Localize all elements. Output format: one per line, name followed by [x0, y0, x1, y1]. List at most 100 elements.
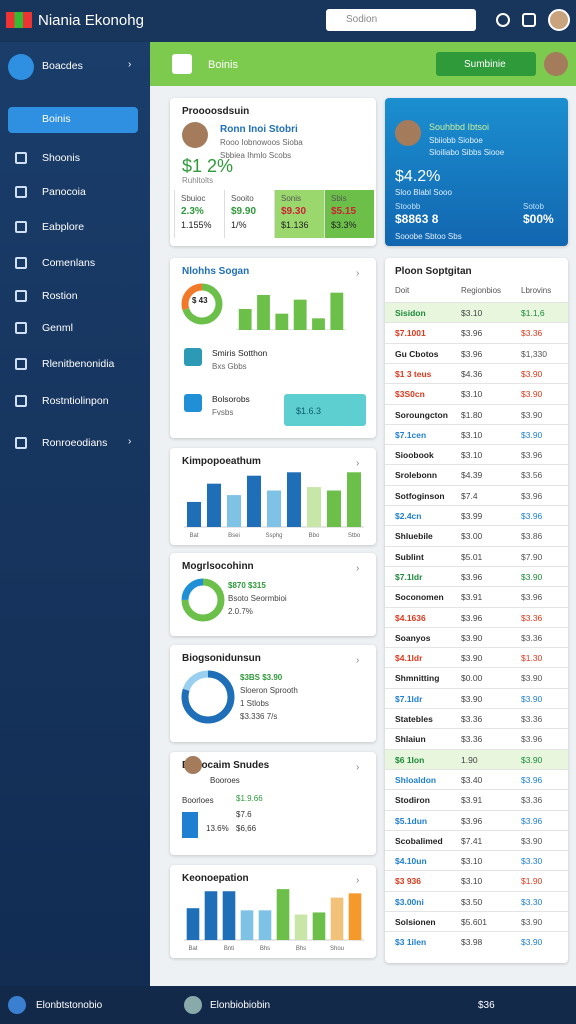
cell-value: $3.36 [521, 612, 543, 623]
cell-value: $3.96 [461, 348, 483, 359]
menu-icon[interactable]: › [356, 875, 360, 886]
table-row[interactable]: $2.4cn $3.99 $3.96 [385, 505, 568, 525]
avatar[interactable] [548, 9, 570, 31]
bar-chart [236, 292, 346, 330]
item-sub: Bxs Gbbs [212, 362, 247, 371]
cell-value: $3.90 [521, 917, 543, 927]
cell-value: $3.36 [461, 714, 483, 724]
notification-icon[interactable] [522, 13, 536, 27]
cell-value: $3.90 [521, 754, 543, 765]
nav-item: Boacdes [42, 60, 83, 72]
bar [312, 912, 326, 940]
table-row[interactable]: $4.1636 $3.96 $3.36 [385, 606, 568, 627]
icon [184, 996, 202, 1014]
footer-left: Elonbtstonobio [36, 1000, 103, 1011]
table-row[interactable]: Sublint $5.01 $7.90 [385, 545, 568, 566]
card-title: Proooosdsuin [182, 106, 250, 117]
donut-segment [181, 283, 223, 325]
table-row[interactable]: Stodiron $3.91 $3.36 [385, 789, 568, 809]
table-row[interactable]: Soconomen $3.91 $3.96 [385, 586, 568, 606]
table-row[interactable]: Srolebonn $4.39 $3.56 [385, 464, 568, 484]
info-card: Biogsonidunsun › $3BS $3.90 Sloeron Sprooth… [170, 645, 376, 742]
table-row[interactable]: $5.1dun $3.96 $3.96 [385, 809, 568, 830]
table-row[interactable]: $4.1ldr $3.90 $1.30 [385, 647, 568, 667]
featured-card: Souhbbd Ibtsoi Sbiiobb Sioboe Sloiliabo Si… [385, 98, 568, 246]
search-box[interactable]: Sodion [326, 9, 476, 31]
row-name: Soanyos [395, 632, 431, 643]
donut-segment [181, 578, 225, 622]
table-row[interactable]: Shluebile $3.00 $3.86 [385, 525, 568, 545]
table-row[interactable]: $4.10un $3.10 $3.30 [385, 850, 568, 870]
cell-value: $1.80 [461, 409, 483, 420]
cell-value: $7.4 [461, 490, 478, 501]
table-row[interactable]: $7.1001 $3.96 $3.36 [385, 322, 568, 342]
row-name: Statebles [395, 714, 433, 724]
card-title: Biogsonidunsun [182, 653, 261, 664]
row-name: Srolebonn [395, 470, 438, 481]
table-row[interactable]: Soroungcton $1.80 $3.90 [385, 403, 568, 424]
settings-icon[interactable] [496, 13, 510, 27]
submit-button[interactable]: Sumbinie [436, 52, 536, 76]
menu-icon[interactable]: › [356, 268, 360, 279]
page-icon [172, 54, 192, 74]
page-title: Boinis [208, 59, 238, 71]
table-row[interactable]: Shlaiun $3.36 $3.96 [385, 728, 568, 748]
row-name: $7.1cen [395, 429, 427, 440]
active-item [8, 107, 138, 133]
top-bar: Niania Ekonohg Sodion [0, 0, 576, 42]
bar [294, 914, 308, 940]
foot: Sooobe Sbtoo Sbs [395, 232, 462, 241]
detail: Bsoto Seormbioi [228, 594, 287, 603]
cell-sub: 1.155% [181, 220, 212, 230]
row-name: $7.1ldr [395, 693, 423, 704]
menu-icon[interactable]: › [356, 655, 360, 666]
table-row[interactable]: $3.00ni $3.50 $3.30 [385, 890, 568, 911]
table-row[interactable]: $3 936 $3.10 $1.90 [385, 870, 568, 890]
table-row[interactable]: Shmnitting $0.00 $3.90 [385, 667, 568, 687]
table-row[interactable]: Shloaldon $3.40 $3.96 [385, 768, 568, 789]
table-row[interactable]: $7.1ldr $3.96 $3.90 [385, 565, 568, 586]
bottom-bar: Elonbtstonobio Elonbiobiobin $36 [0, 986, 576, 1024]
info-card: Kimpopoeathum › Bat Bsei Ssphg Bbo Stbo [170, 448, 376, 545]
table-row[interactable]: Soanyos $3.90 $3.36 [385, 626, 568, 647]
cell-value: $3.96 [521, 490, 543, 501]
table-row[interactable]: $3S0cn $3.10 $3.90 [385, 383, 568, 403]
table-row[interactable]: $3 1ilen $3.98 $3.90 [385, 931, 568, 951]
card-title: Mogrlsocohinn [182, 561, 254, 572]
menu-icon[interactable]: › [356, 762, 360, 773]
bar [307, 487, 321, 527]
icon [184, 756, 202, 774]
cell-value: $3.36 [521, 632, 543, 643]
cell-value: $3.90 [461, 632, 483, 643]
table-row[interactable]: $1 3 teus $4.36 $3.90 [385, 362, 568, 383]
table-row[interactable]: Solsionen $5.601 $3.90 [385, 911, 568, 931]
table-row[interactable]: Sioobook $3.10 $3.96 [385, 444, 568, 464]
data-table: Ploon Soptgitan Doit Regionbios Lbrovins Sis… [385, 258, 568, 963]
card-title: Keonoepation [182, 873, 249, 884]
row-name: $2.4cn [395, 511, 422, 521]
cell-value: $9.90 [231, 206, 257, 217]
table-row[interactable]: $7.1ldr $3.90 $3.90 [385, 687, 568, 708]
table-row[interactable]: Scobalimed $7.41 $3.90 [385, 829, 568, 850]
cell-value: $3.90 [521, 409, 543, 420]
table-row[interactable]: Gu Cbotos $3.96 $1,330 [385, 342, 568, 363]
menu-icon[interactable]: › [356, 458, 360, 469]
menu-icon[interactable]: › [356, 563, 360, 574]
table-row[interactable]: $7.1cen $3.10 $3.90 [385, 423, 568, 444]
cell-value: $3.90 [461, 653, 483, 664]
cell-label: Sbis [331, 194, 347, 203]
big-value: $1 2% [182, 156, 234, 176]
avatar [395, 120, 421, 146]
column-header: Doit [395, 286, 410, 295]
action-button[interactable]: $1.6.3 [284, 394, 366, 426]
table-row[interactable]: Sotfoginson $7.4 $3.96 [385, 484, 568, 505]
nav-item: Shoonis [42, 152, 80, 164]
table-row[interactable]: Sisidon $3.10 $1.1,6 [385, 302, 568, 322]
avatar[interactable] [544, 52, 568, 76]
stat-value: $00% [523, 212, 554, 226]
bar-label: Stbo [348, 533, 361, 539]
table-row[interactable]: Statebles $3.36 $3.36 [385, 708, 568, 728]
row-name: $5.1dun [395, 815, 428, 826]
table-row[interactable]: $6 1Ion 1.90 $3.90 [385, 748, 568, 769]
detail: $870 $315 [228, 581, 266, 590]
